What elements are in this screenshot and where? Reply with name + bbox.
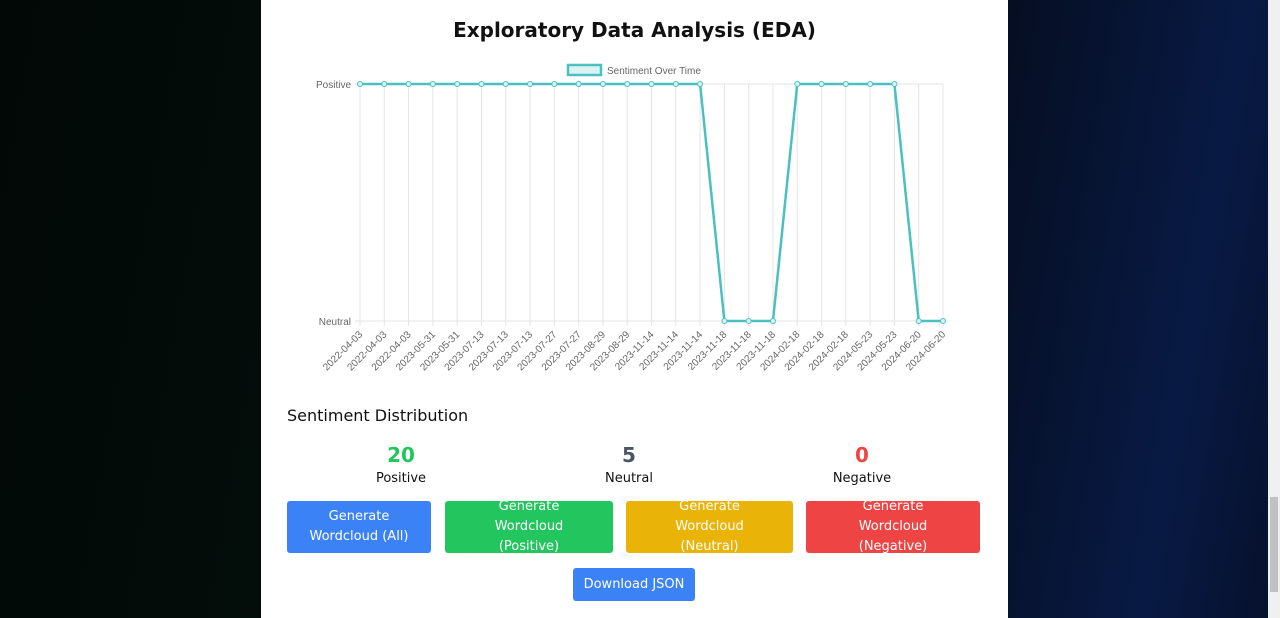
- data-point: [745, 318, 752, 324]
- data-point: [502, 81, 509, 87]
- legend-swatch: [566, 63, 603, 77]
- negative-label: Negative: [832, 471, 892, 486]
- data-point: [527, 81, 534, 87]
- data-point: [891, 81, 898, 87]
- data-point: [575, 81, 582, 87]
- data-point: [769, 318, 776, 324]
- data-point: [721, 318, 728, 324]
- scrollbar[interactable]: [1268, 0, 1280, 618]
- data-point: [867, 81, 874, 87]
- data-point: [915, 318, 922, 324]
- wordcloud-neutral-button[interactable]: Generate Wordcloud (Neutral): [626, 499, 793, 554]
- data-point: [599, 81, 606, 87]
- data-point: [405, 81, 412, 87]
- data-point: [478, 81, 485, 87]
- wordcloud-negative-button[interactable]: Generate Wordcloud (Negative): [806, 499, 980, 554]
- eda-panel: Exploratory Data Analysis (EDA) 2022-04-…: [261, 0, 1008, 618]
- data-point: [551, 81, 558, 87]
- neutral-count: 5: [622, 443, 636, 467]
- data-point: [697, 81, 704, 87]
- scrollbar-thumb[interactable]: [1270, 497, 1278, 592]
- data-point: [940, 318, 946, 324]
- stat-neutral: 5 Neutral: [529, 443, 729, 486]
- data-point: [381, 81, 388, 87]
- stat-negative: 0 Negative: [762, 443, 962, 486]
- data-point: [842, 81, 849, 87]
- data-point: [454, 81, 461, 87]
- data-point: [624, 81, 631, 87]
- legend-label: Sentiment Over Time: [607, 66, 701, 77]
- data-point: [672, 81, 679, 87]
- sentiment-line-chart: 2022-04-032022-04-032022-04-032023-05-31…: [316, 63, 948, 373]
- distribution-title: Sentiment Distribution: [287, 406, 469, 425]
- data-point: [794, 81, 801, 87]
- data-point: [357, 81, 363, 87]
- neutral-label: Neutral: [605, 471, 653, 486]
- data-point: [648, 81, 655, 87]
- data-point: [818, 81, 825, 87]
- negative-count: 0: [855, 443, 869, 467]
- wordcloud-positive-button[interactable]: Generate Wordcloud (Positive): [445, 499, 613, 554]
- wordcloud-all-button[interactable]: Generate Wordcloud (All): [287, 501, 431, 553]
- y-tick-label: Positive: [316, 80, 351, 91]
- data-point: [429, 81, 436, 87]
- y-tick-label: Neutral: [319, 317, 351, 328]
- page-title: Exploratory Data Analysis (EDA): [453, 18, 816, 42]
- download-json-button[interactable]: Download JSON: [573, 568, 695, 601]
- positive-count: 20: [387, 443, 415, 467]
- stat-positive: 20 Positive: [301, 443, 501, 486]
- positive-label: Positive: [375, 471, 427, 486]
